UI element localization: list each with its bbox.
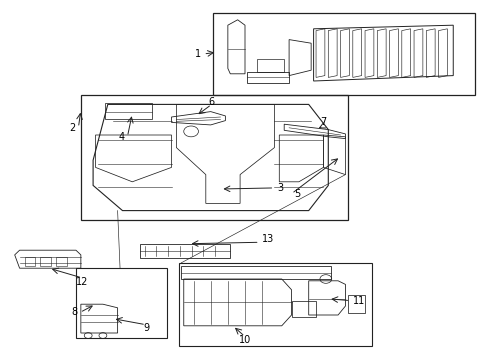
Text: 2: 2	[70, 123, 76, 133]
Bar	[179, 263, 372, 346]
Text: 6: 6	[209, 96, 215, 107]
Text: 7: 7	[320, 117, 326, 127]
Text: 12: 12	[76, 276, 89, 287]
Text: 1: 1	[195, 49, 201, 59]
Text: 5: 5	[294, 189, 300, 199]
Text: 13: 13	[262, 234, 274, 244]
Bar	[24, 257, 35, 266]
Bar	[213, 13, 475, 95]
Bar	[56, 257, 67, 266]
Text: 8: 8	[72, 307, 77, 318]
Bar	[81, 95, 348, 220]
Text: 11: 11	[353, 296, 365, 306]
Bar	[76, 268, 167, 338]
Text: 9: 9	[143, 323, 149, 333]
Text: 3: 3	[277, 183, 283, 193]
Bar	[40, 257, 51, 266]
Text: 10: 10	[239, 335, 251, 345]
Text: 4: 4	[119, 132, 125, 142]
